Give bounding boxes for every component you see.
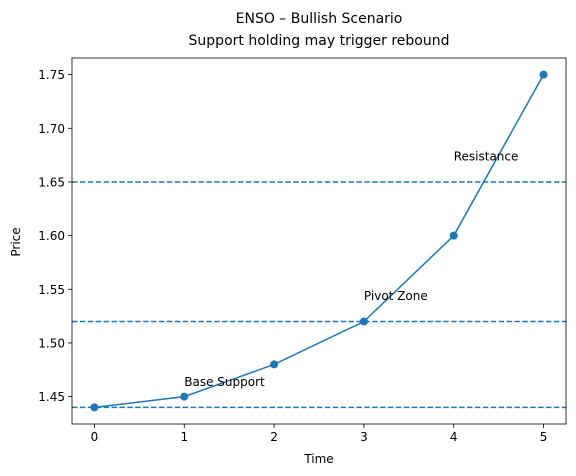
annotation-0: Base Support [184,375,265,389]
plot-frame [71,57,567,425]
x-tick-label: 2 [270,430,278,444]
x-tick-label: 4 [450,430,458,444]
data-point [270,360,279,369]
y-tick-label: 1.60 [38,229,65,243]
x-tick-label: 5 [540,430,548,444]
x-tick-label: 1 [180,430,188,444]
y-tick-label: 1.65 [38,175,65,189]
data-point [90,403,99,412]
y-tick-label: 1.45 [38,390,65,404]
x-axis-label: Time [303,452,333,466]
data-point [359,317,368,326]
data-point [539,70,548,79]
annotation-2: Resistance [454,150,519,164]
x-tick-label: 3 [360,430,368,444]
chart-subtitle: Support holding may trigger rebound [189,33,450,49]
y-tick-label: 1.75 [38,68,65,82]
chart-title: ENSO – Bullish Scenario [236,11,403,27]
y-tick-label: 1.70 [38,122,65,136]
plot-area: Base Support Pivot Zone Resistance 0 1 2 3 4 5 1.… [38,57,567,444]
x-tick-label: 0 [91,430,99,444]
y-axis-label: Price [9,227,23,256]
data-point [449,231,458,240]
y-tick-label: 1.50 [38,336,65,350]
annotation-1: Pivot Zone [364,289,428,303]
data-point [180,392,189,401]
y-tick-label: 1.55 [38,283,65,297]
series-line-0 [94,74,545,409]
